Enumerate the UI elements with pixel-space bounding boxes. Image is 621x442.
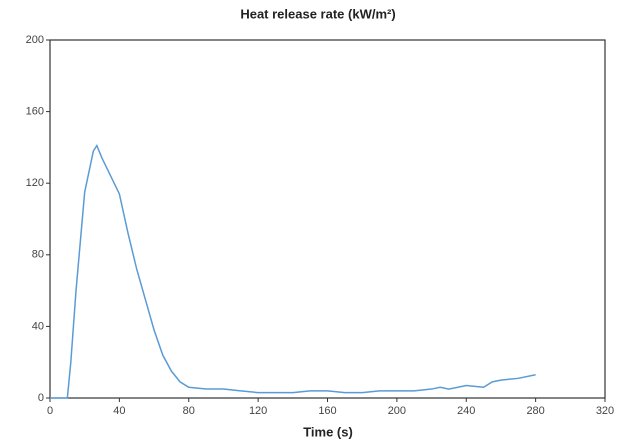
y-tick-label: 160	[26, 106, 44, 118]
y-tick-label: 120	[26, 177, 44, 189]
x-tick-label: 80	[183, 405, 195, 417]
x-tick-label: 160	[318, 405, 336, 417]
y-tick-label: 0	[38, 392, 44, 404]
y-tick-label: 80	[32, 249, 44, 261]
x-axis-title: Time (s)	[303, 424, 353, 439]
x-tick-label: 40	[113, 405, 125, 417]
x-tick-label: 120	[249, 405, 267, 417]
x-tick-label: 200	[388, 405, 406, 417]
x-tick-label: 320	[596, 405, 614, 417]
y-tick-label: 40	[32, 320, 44, 332]
y-tick-label: 200	[26, 34, 44, 46]
chart-title: Heat release rate (kW/m²)	[240, 6, 395, 21]
plot-frame	[49, 39, 606, 399]
x-tick-label: 280	[526, 405, 544, 417]
x-tick-label: 0	[47, 405, 53, 417]
data-line	[50, 144, 536, 399]
x-tick-label: 240	[457, 405, 475, 417]
